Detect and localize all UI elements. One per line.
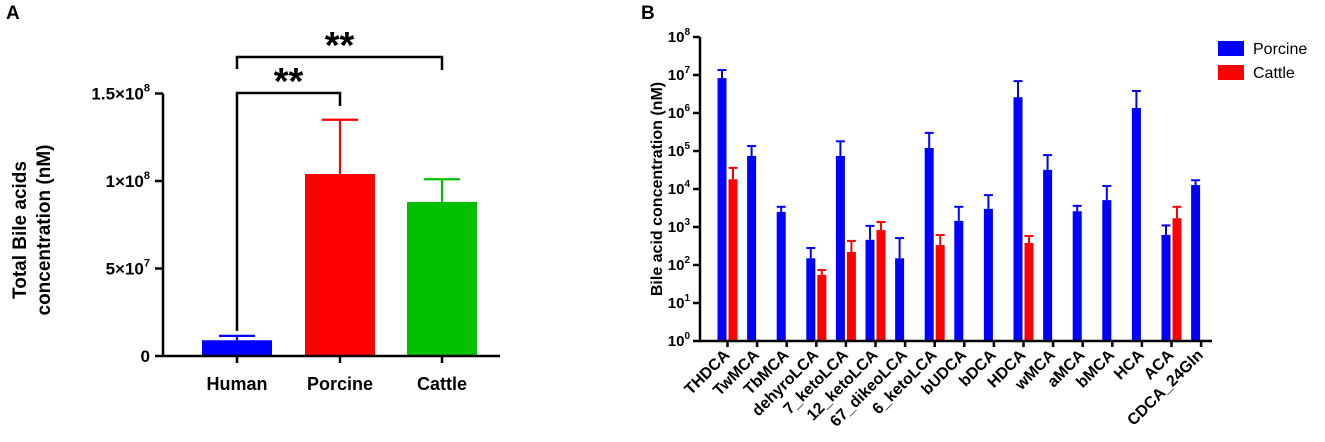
x-tick-label-cattle: Cattle (417, 374, 467, 394)
bar-porcine-aca (1161, 234, 1171, 341)
x-tick-label-hca: HCA (1111, 346, 1148, 383)
bar-porcine-bmca (1102, 200, 1112, 341)
y-tick-label: 5×107 (106, 258, 150, 279)
y-tick-label-base: 10 (668, 143, 685, 160)
bar-cattle-aca (1172, 218, 1182, 341)
y-tick-label-exponent: 7 (684, 65, 690, 76)
bar-porcine-twmca (747, 155, 757, 341)
bar-cattle-dehyrolca (817, 274, 827, 341)
bar-cattle (407, 202, 477, 356)
bar-cattle-12-ketolca (876, 230, 886, 341)
x-tick-label-porcine: Porcine (307, 374, 373, 394)
y-tick-label-base: 10 (668, 333, 685, 350)
bar-human (202, 340, 272, 356)
bar-porcine-12-ketolca (865, 239, 875, 341)
bar-cattle-6-ketolca (935, 245, 945, 341)
bar-porcine-67-dikeolca (895, 258, 905, 341)
bar-porcine-amca (1072, 211, 1082, 341)
y-tick-label-base: 10 (668, 295, 685, 312)
y-tick-label-exponent: 3 (684, 217, 690, 228)
bar-cattle-hdca (1024, 242, 1034, 341)
y-tick-label-base: 1.5×10 (91, 85, 143, 104)
bar-porcine-wmca (1043, 169, 1053, 341)
y-tick-label-base: 10 (668, 67, 685, 84)
y-tick-label-base: 10 (668, 257, 685, 274)
y-tick-label-base: 0 (141, 347, 150, 366)
y-tick-label-base: 10 (668, 181, 685, 198)
y-tick-label-base: 5×10 (106, 260, 144, 279)
x-tick-label-human: Human (206, 374, 267, 394)
y-tick-label: 102 (668, 255, 691, 274)
bar-porcine-cdca-24gln (1191, 185, 1201, 341)
y-tick-label: 107 (668, 65, 691, 84)
bar-cattle-thdca (728, 179, 738, 341)
bar-porcine-6-ketolca (924, 147, 934, 341)
y-axis-title: Bile acid concentration (nM) (649, 82, 666, 296)
y-tick-label: 0 (141, 347, 150, 366)
y-tick-label-exponent: 6 (684, 103, 690, 114)
legend-swatch-cattle (1218, 65, 1244, 80)
y-axis-title-line-2: concentration (nM) (34, 145, 55, 316)
y-tick-label: 103 (668, 217, 691, 236)
y-tick-label: 105 (668, 141, 691, 160)
panel-a: A Total Bile acids concentration (nM) Hu… (6, 3, 500, 394)
bar-porcine-budca (954, 220, 964, 341)
bar-porcine-hca (1131, 108, 1141, 341)
y-tick-label-exponent: 8 (684, 27, 690, 38)
y-tick-label-exponent: 0 (684, 331, 690, 342)
y-tick-label: 1.5×108 (91, 83, 150, 104)
bar-porcine-thdca (717, 78, 727, 341)
bar-porcine-dehyrolca (806, 258, 816, 341)
panel-a-label: A (6, 3, 20, 24)
y-tick-label-exponent: 5 (684, 141, 690, 152)
legend-label-cattle: Cattle (1253, 65, 1295, 82)
significance-label-1: ** (274, 61, 304, 103)
bar-cattle-7-ketolca (846, 251, 856, 341)
significance-label-2: ** (325, 25, 355, 67)
y-tick-label: 100 (668, 331, 691, 350)
y-axis-title-line-1: Total Bile acids (10, 161, 31, 299)
bar-porcine-bdca (983, 208, 993, 341)
bar-porcine-tbmca (776, 211, 786, 341)
panel-b: B Bile acid concentration (nM) THDCATwMC… (641, 3, 1307, 431)
y-tick-label-exponent: 2 (684, 255, 690, 266)
y-tick-label-exponent: 7 (144, 258, 150, 270)
significance-bracket-1 (235, 91, 342, 331)
y-tick-label: 106 (668, 103, 691, 122)
bar-porcine (305, 174, 375, 356)
y-tick-label: 101 (668, 293, 691, 312)
y-tick-label: 108 (668, 27, 691, 46)
y-tick-label: 104 (668, 179, 691, 198)
y-tick-label-exponent: 8 (144, 170, 150, 182)
legend-swatch-porcine (1218, 41, 1244, 56)
legend: Porcine Cattle (1218, 41, 1307, 82)
panel-b-label: B (641, 3, 655, 24)
bar-porcine-hdca (1013, 97, 1023, 341)
y-tick-label-exponent: 8 (144, 83, 150, 95)
y-tick-label-exponent: 4 (684, 179, 690, 190)
bar-porcine-7-ketolca (835, 155, 845, 341)
y-tick-label-exponent: 1 (684, 293, 690, 304)
panel-b-plot-area: THDCATwMCATbMCAdehyroLCA7_ketoLCA12_keto… (668, 27, 1212, 431)
y-tick-label-base: 10 (668, 219, 685, 236)
y-tick-label-base: 10 (668, 105, 685, 122)
y-tick-label: 1×108 (106, 170, 150, 191)
y-tick-label-base: 1×10 (106, 172, 144, 191)
legend-label-porcine: Porcine (1253, 41, 1307, 58)
significance-bracket-2 (235, 55, 444, 70)
y-tick-label-base: 10 (668, 29, 685, 46)
